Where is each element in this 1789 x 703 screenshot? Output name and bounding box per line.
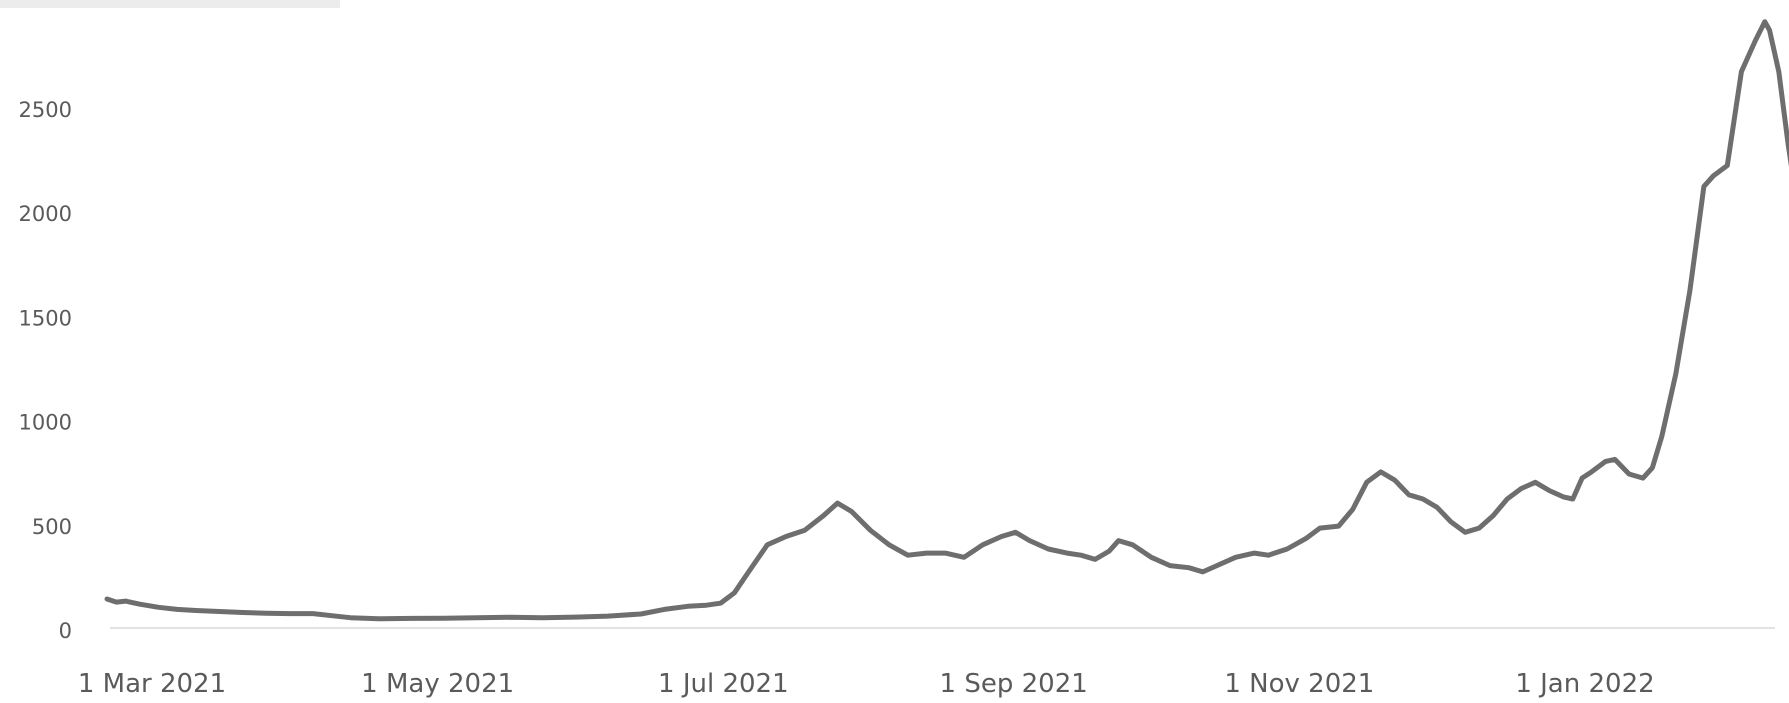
- y-tick-label: 1000: [19, 411, 72, 435]
- y-tick-label: 2500: [19, 98, 72, 122]
- x-tick-label: 1 Sep 2021: [940, 669, 1088, 699]
- y-axis: 0 500 1000 1500 2000 2500: [19, 98, 72, 643]
- y-tick-label: 2000: [19, 202, 72, 226]
- x-tick-label: 1 May 2021: [361, 669, 514, 699]
- x-tick-label: 1 Jan 2022: [1515, 669, 1654, 699]
- series-group: [104, 19, 1789, 622]
- x-axis: 1 Mar 2021 1 May 2021 1 Jul 2021 1 Sep 2021…: [78, 669, 1655, 699]
- x-tick-label: 1 Jul 2021: [658, 669, 789, 699]
- series-line: [104, 19, 1789, 622]
- y-tick-label: 1500: [19, 306, 72, 330]
- x-tick-label: 1 Nov 2021: [1224, 669, 1374, 699]
- y-tick-label: 0: [59, 619, 72, 643]
- cropped-header-remnant: [0, 0, 340, 8]
- x-tick-label: 1 Mar 2021: [78, 669, 226, 699]
- y-tick-label: 500: [32, 515, 72, 539]
